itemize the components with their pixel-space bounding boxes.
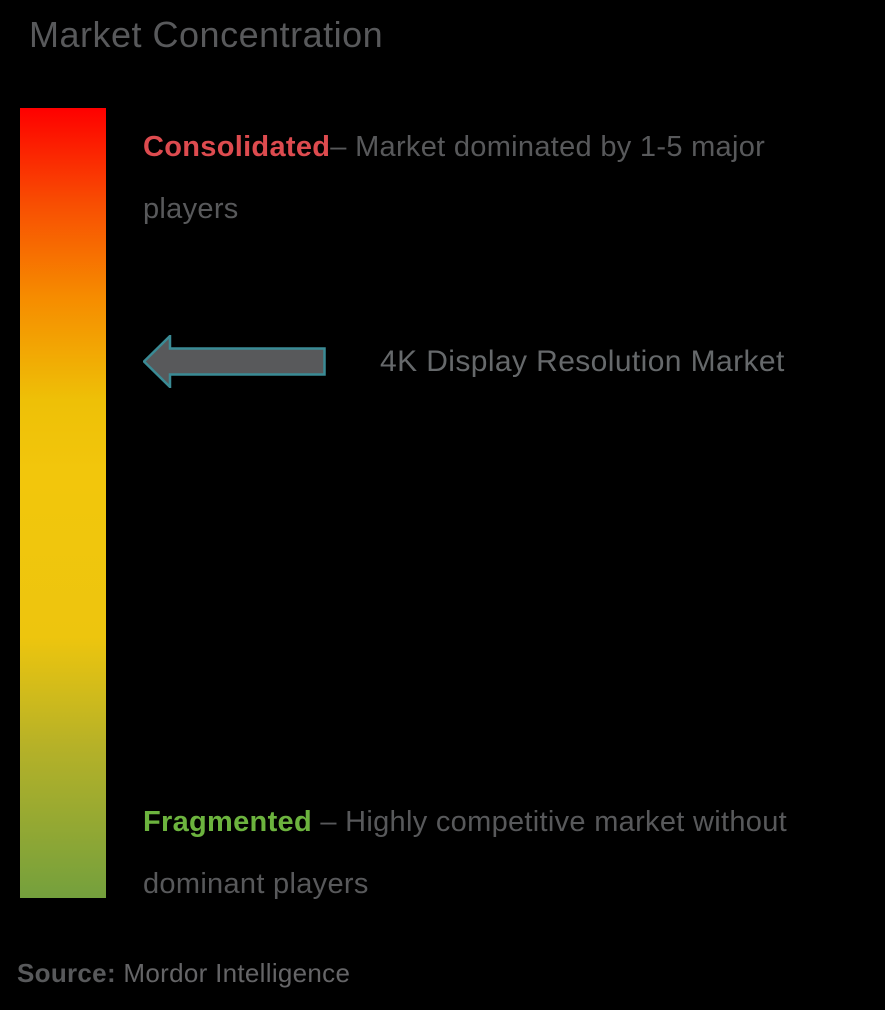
source-attribution: Source: Mordor Intelligence: [17, 958, 350, 989]
page-title: Market Concentration: [29, 14, 384, 55]
source-label: Source:: [17, 958, 116, 988]
market-position-pointer: 4K Display Resolution Market: [143, 335, 785, 388]
fragmented-text: Highly competitive market without domina…: [143, 806, 787, 900]
consolidated-description: Consolidated– Market dominated by 1-5 ma…: [143, 116, 838, 240]
consolidated-dash: –: [330, 131, 347, 163]
source-text: Mordor Intelligence: [115, 958, 351, 988]
consolidated-text: Market dominated by 1-5 major players: [143, 131, 766, 225]
market-pointer-label: 4K Display Resolution Market: [380, 344, 785, 378]
left-arrow-icon: [143, 335, 326, 388]
concentration-gradient-bar: [20, 108, 106, 898]
fragmented-dash: –: [311, 806, 346, 838]
fragmented-label: Fragmented: [143, 806, 312, 838]
consolidated-label: Consolidated: [143, 131, 331, 163]
fragmented-description: Fragmented – Highly competitive market w…: [143, 791, 838, 915]
